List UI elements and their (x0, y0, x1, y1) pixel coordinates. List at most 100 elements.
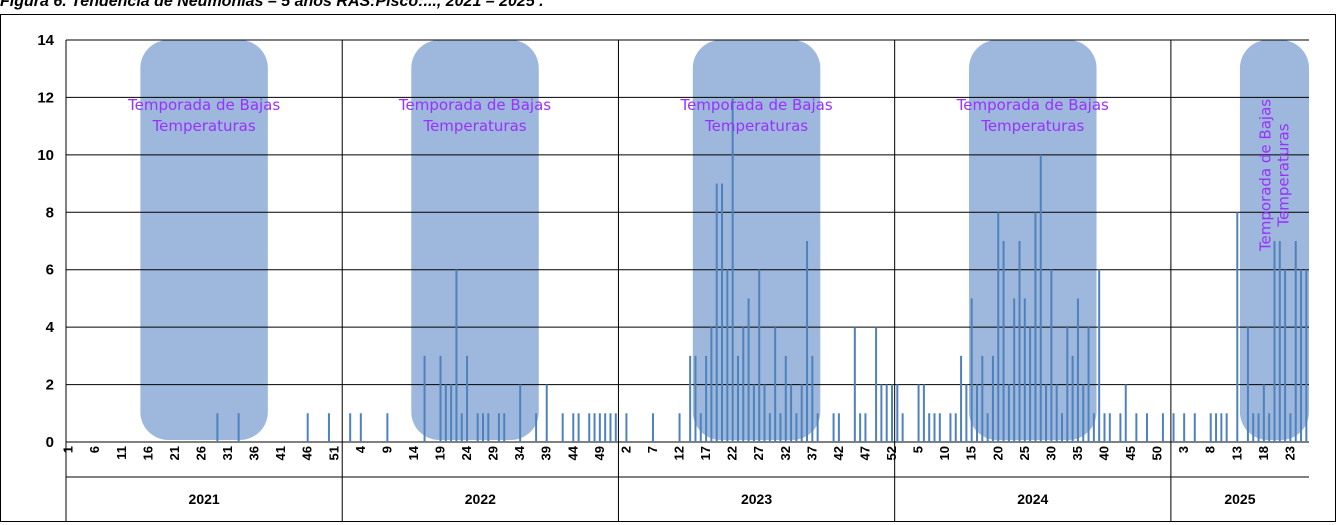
bar-2022-w45 (577, 413, 580, 442)
bar-2024-w24 (1018, 241, 1021, 442)
bar-2023-w36 (806, 241, 809, 442)
bar-2021-w46 (306, 413, 309, 442)
x-tick-label: 4 (353, 445, 368, 453)
bar-2024-w38 (1092, 413, 1095, 442)
bar-2024-w26 (1029, 327, 1032, 442)
chart-frame: 0 2 4 6 8 10 12 14 1 6 11 16 21 26 31 36 41 46 51 2021 4 9 14 1… (0, 14, 1336, 522)
bar-2024-w8 (933, 413, 936, 442)
bar-2023-w49 (875, 327, 878, 442)
band-annotation: Temperaturas (1274, 123, 1292, 227)
bar-2023-w34 (795, 413, 798, 442)
bar-2023-w14 (689, 355, 692, 442)
x-tick-label: 35 (1070, 446, 1085, 460)
bar-2024-w40 (1103, 413, 1106, 442)
band-annotation: Temporada de Bajas (679, 96, 832, 114)
bar-2022-w16 (423, 355, 426, 442)
bar-2023-w17 (705, 355, 708, 442)
bar-2022-w31 (503, 413, 506, 442)
x-tick-label: 31 (220, 446, 235, 460)
y-tick-label: 0 (46, 434, 54, 451)
x-tick-label: 1 (61, 446, 76, 453)
bar-2024-w30 (1050, 269, 1053, 442)
x-tick-label: 18 (1256, 446, 1271, 460)
bar-2023-w30 (774, 327, 777, 442)
bar-2021-w29 (216, 413, 219, 442)
x-tick-label: 19 (432, 446, 447, 460)
bar-2025-w11 (1225, 413, 1228, 442)
bar-2025-w23 (1289, 413, 1292, 442)
low-temperature-band-2025 (1239, 40, 1309, 440)
band-annotation: Temperaturas (980, 117, 1084, 135)
bar-2024-w51 (1161, 413, 1164, 442)
bar-2021-w33 (237, 413, 240, 442)
bar-2022-w26 (476, 413, 479, 442)
bar-2022-w23 (460, 413, 463, 442)
year-label-2024: 2024 (1017, 491, 1048, 507)
x-tick-label: 12 (672, 446, 687, 460)
bar-2025-w9 (1215, 413, 1218, 442)
bar-2024-w6 (922, 384, 925, 442)
bar-2024-w29 (1045, 384, 1048, 442)
bar-2025-w3 (1183, 413, 1186, 442)
band-annotation: Temperaturas (422, 117, 526, 135)
bar-2024-w44 (1124, 384, 1127, 442)
x-tick-label: 40 (1096, 446, 1111, 460)
bar-2023-w2 (625, 413, 628, 442)
bar-2024-w1 (896, 384, 899, 442)
bar-2024-w36 (1082, 384, 1085, 442)
figure-title: Figura 6. Tendencia de Neumonías – 5 año… (0, 0, 544, 10)
bar-2023-w26 (752, 384, 755, 442)
bar-2023-w27 (758, 269, 761, 442)
bar-2025-w13 (1236, 212, 1239, 442)
bar-2023-w24 (742, 327, 745, 442)
x-tick-label: 22 (725, 446, 740, 460)
y-tick-label: 6 (46, 262, 54, 279)
bar-2024-w34 (1071, 355, 1074, 442)
x-tick-label: 36 (247, 446, 262, 460)
x-tick-label: 39 (539, 446, 554, 460)
bar-2022-w42 (561, 413, 564, 442)
bar-2024-w21 (1002, 241, 1005, 442)
year-label-2025: 2025 (1224, 491, 1255, 507)
x-tick-label: 46 (300, 446, 315, 460)
bar-2023-w12 (678, 413, 681, 442)
x-tick-label: 30 (1043, 446, 1058, 460)
bar-2024-w7 (928, 413, 931, 442)
bar-2024-w9 (938, 413, 941, 442)
bar-2024-w2 (901, 413, 904, 442)
bar-2023-w20 (721, 183, 724, 443)
x-tick-label: 50 (1150, 446, 1165, 460)
x-tick-label: 21 (167, 446, 182, 460)
band-annotation: Temporada de Bajas (956, 96, 1109, 114)
bar-2024-w46 (1135, 413, 1138, 442)
bar-2024-w32 (1060, 413, 1063, 442)
bar-2022-w19 (439, 355, 442, 442)
x-tick-label: 20 (990, 446, 1005, 460)
bar-2023-w16 (699, 413, 702, 442)
bar-2022-w30 (497, 413, 500, 442)
x-tick-label: 37 (804, 446, 819, 460)
bar-2025-w22 (1284, 269, 1287, 442)
bar-2025-w20 (1273, 241, 1276, 442)
x-tick-label: 34 (512, 445, 527, 460)
bar-2024-w19 (991, 355, 994, 442)
x-tick-label: 27 (751, 446, 766, 460)
bar-2022-w21 (450, 384, 453, 442)
year-label-2022: 2022 (465, 491, 496, 507)
x-tick-label: 44 (565, 445, 580, 460)
bar-2023-w18 (710, 327, 713, 442)
bar-2023-w19 (715, 183, 718, 443)
bar-2022-w24 (466, 355, 469, 442)
bar-2023-w52 (891, 384, 894, 442)
x-tick-label: 45 (1123, 446, 1138, 460)
bar-2023-w7 (651, 413, 654, 442)
bar-2023-w41 (832, 413, 835, 442)
x-tick-label: 32 (778, 446, 793, 460)
bar-2022-w2 (349, 413, 352, 442)
bar-2024-w48 (1145, 413, 1148, 442)
x-tick-label: 24 (459, 445, 474, 460)
band-annotation: Temporada de Bajas (398, 96, 551, 114)
bar-2024-w15 (970, 298, 973, 442)
bar-2022-w50 (604, 413, 607, 442)
